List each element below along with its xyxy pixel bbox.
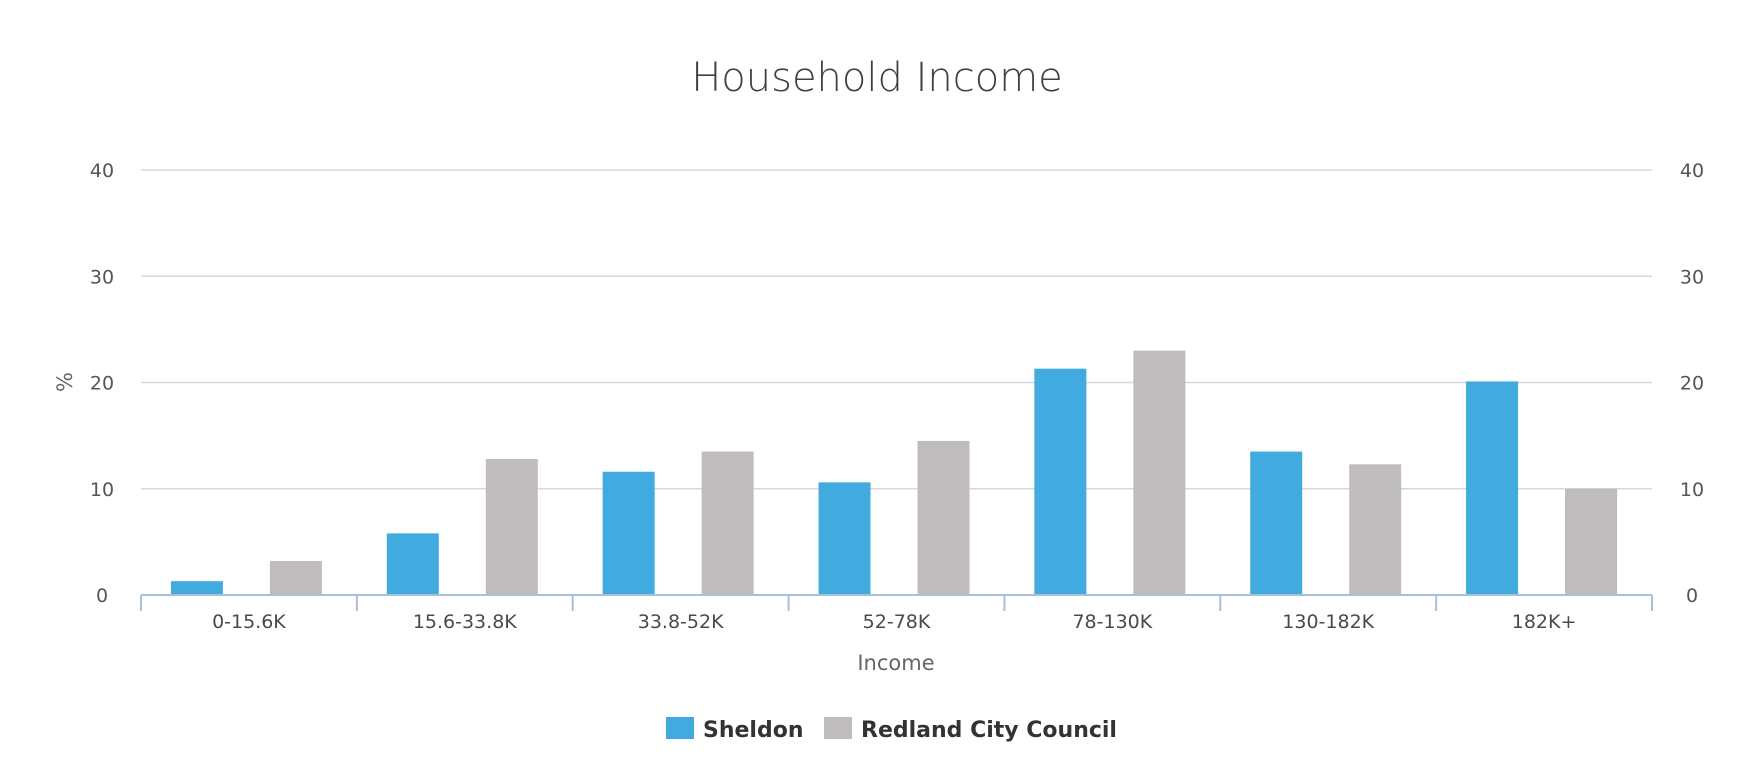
bar-series2-1[interactable] xyxy=(485,459,538,595)
y-axis-right-ticks: 0 10 20 30 40 xyxy=(1680,160,1704,607)
y-tick-label-left: 40 xyxy=(90,160,114,182)
x-axis-title: Income xyxy=(857,651,934,675)
x-axis-tick-labels: 0-15.6K 15.6-33.8K 33.8-52K 52-78K 78-130K 13… xyxy=(212,611,1576,633)
x-tick-label: 182K+ xyxy=(1512,611,1577,633)
y-tick-label-right: 0 xyxy=(1686,585,1698,607)
x-tick-label: 130-182K xyxy=(1282,611,1374,633)
y-axis-title: % xyxy=(53,372,77,392)
bar-series1-2[interactable] xyxy=(602,471,655,595)
gridlines xyxy=(141,169,1652,490)
y-tick-label-right: 10 xyxy=(1680,479,1704,501)
bar-series2-4[interactable] xyxy=(1133,350,1186,595)
y-tick-label-left: 20 xyxy=(90,373,114,395)
bar-series2-2[interactable] xyxy=(701,451,754,595)
legend-swatch xyxy=(666,717,694,739)
bar-series2-5[interactable] xyxy=(1349,464,1402,595)
x-tick-label: 78-130K xyxy=(1072,611,1152,633)
bars xyxy=(170,350,1618,595)
y-tick-label-left: 30 xyxy=(90,266,114,288)
bar-series1-4[interactable] xyxy=(1034,368,1087,595)
bar-series2-6[interactable] xyxy=(1565,488,1618,595)
x-tick-label: 33.8-52K xyxy=(638,611,724,633)
y-tick-label-right: 40 xyxy=(1680,160,1704,182)
y-tick-label-right: 20 xyxy=(1680,373,1704,395)
bar-series1-0[interactable] xyxy=(170,581,223,595)
y-tick-label-left: 10 xyxy=(90,479,114,501)
legend-swatch xyxy=(824,717,852,739)
bar-series1-6[interactable] xyxy=(1466,381,1519,595)
y-tick-label-left: 0 xyxy=(96,585,108,607)
bar-series1-1[interactable] xyxy=(386,533,439,595)
legend-label: Sheldon xyxy=(703,718,804,743)
x-axis xyxy=(140,594,1653,611)
y-axis-left-ticks: 0 10 20 30 40 xyxy=(90,160,114,607)
x-tick-label: 52-78K xyxy=(863,611,931,633)
y-tick-label-right: 30 xyxy=(1680,266,1704,288)
bar-series1-5[interactable] xyxy=(1250,451,1303,595)
legend-label: Redland City Council xyxy=(861,718,1117,743)
x-tick-label: 15.6-33.8K xyxy=(413,611,517,633)
bar-series2-0[interactable] xyxy=(269,561,322,595)
legend-item-series1[interactable]: Sheldon xyxy=(666,717,804,743)
chart-title: Household Income xyxy=(691,55,1063,101)
x-tick-label: 0-15.6K xyxy=(212,611,286,633)
legend-item-series2[interactable]: Redland City Council xyxy=(824,717,1117,743)
bar-series2-3[interactable] xyxy=(917,440,970,595)
bar-series1-3[interactable] xyxy=(818,482,871,595)
legend[interactable]: Sheldon Redland City Council xyxy=(666,717,1117,743)
